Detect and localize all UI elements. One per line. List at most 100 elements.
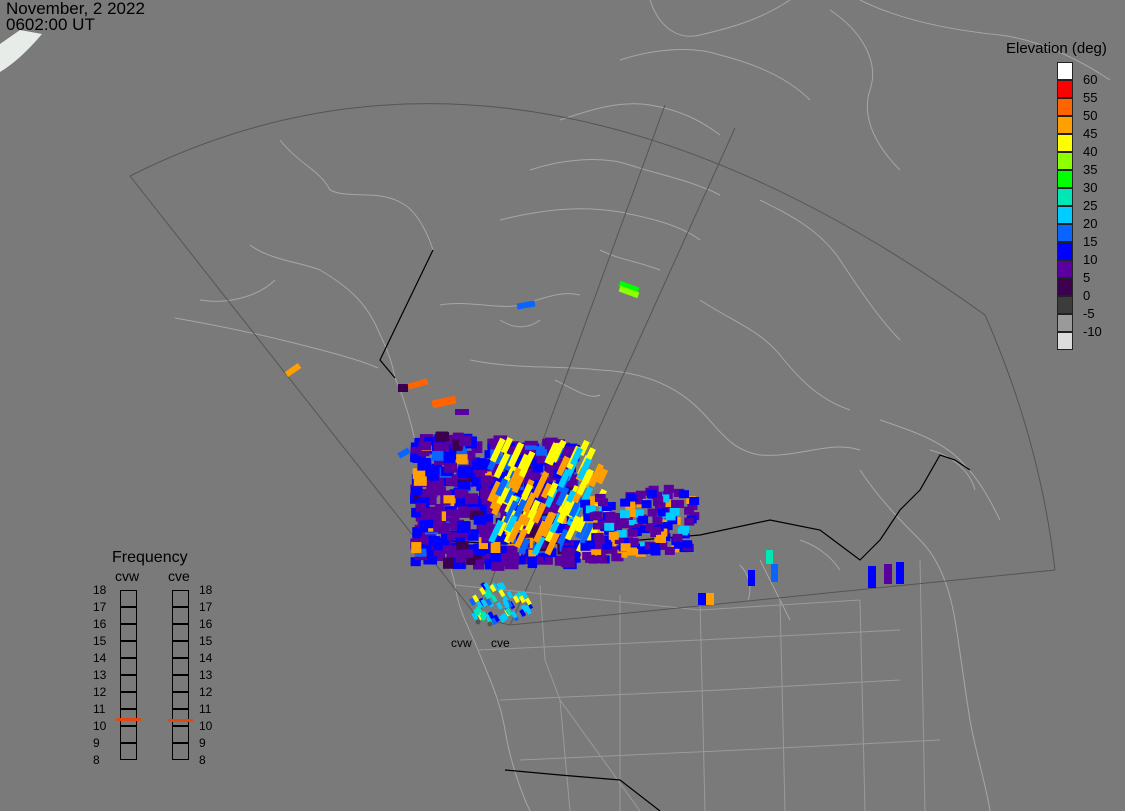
legend-swatch: [1057, 242, 1073, 260]
echo-cell: [652, 516, 663, 525]
echo-cell: [682, 540, 693, 549]
echo-cell: [524, 503, 537, 513]
site-marker-cve: [487, 621, 493, 627]
echo-cell: [457, 481, 471, 491]
echo-cell: [473, 516, 487, 525]
site-marker-cvw: [475, 619, 481, 625]
echo-cell: [492, 456, 505, 468]
echo-cell: [657, 528, 668, 537]
echo-cell: [532, 475, 548, 499]
echo-cell: [446, 509, 459, 522]
echo-cell: [544, 532, 560, 556]
echo-cell: [533, 516, 547, 528]
freq-level-label: 12: [199, 685, 213, 699]
echo-cell: [419, 489, 433, 500]
echo-cell: [490, 617, 498, 626]
echo-cell: [507, 518, 523, 544]
echo-cell: [608, 531, 619, 540]
echo-cell: [602, 541, 613, 550]
freq-level-label: 10: [93, 719, 107, 733]
echo-cell: [706, 593, 714, 605]
freq-cell: [120, 675, 137, 692]
echo-cell: [544, 437, 558, 450]
echo-cell: [662, 522, 673, 531]
legend-swatch: [1057, 206, 1073, 224]
echo-cell: [490, 594, 498, 603]
echo-cell: [673, 488, 684, 497]
legend-swatch: [1057, 152, 1073, 170]
echo-cell: [483, 582, 491, 591]
echo-cell: [896, 562, 904, 584]
echo-cell: [607, 545, 618, 554]
echo-cell: [520, 472, 535, 483]
echo-cell: [648, 485, 659, 494]
echo-cell: [514, 528, 528, 549]
echo-cell: [533, 494, 545, 505]
echo-cell: [464, 450, 476, 460]
echo-cell: [671, 499, 682, 508]
echo-cell: [457, 521, 471, 533]
echo-cell: [410, 446, 424, 456]
echo-cell: [641, 500, 652, 509]
echo-cell: [538, 477, 553, 488]
echo-cell: [476, 600, 483, 609]
echo-cell: [435, 431, 448, 442]
echo-cell: [452, 439, 463, 451]
echo-cell: [669, 507, 680, 516]
echo-cell: [507, 467, 522, 489]
echo-cell: [433, 482, 444, 491]
echo-cell: [493, 459, 507, 479]
echo-cell: [467, 529, 479, 541]
echo-cell: [541, 501, 556, 514]
echo-cell: [620, 543, 631, 552]
echo-cell: [678, 490, 689, 499]
legend-swatch: [1057, 260, 1073, 278]
echo-cell: [549, 458, 564, 467]
freq-level-label: 9: [199, 736, 206, 750]
echo-cell: [489, 437, 506, 463]
legend-label: 45: [1083, 126, 1098, 141]
echo-cell: [415, 503, 426, 512]
echo-cell: [414, 492, 425, 501]
echo-cell: [511, 475, 525, 494]
echo-cell: [500, 436, 514, 454]
freq-level-label: 8: [93, 753, 100, 767]
site-label-cvw: cvw: [451, 636, 472, 650]
echo-cell: [684, 517, 695, 526]
echo-cell: [597, 498, 608, 507]
echo-cell: [552, 534, 565, 543]
echo-cell: [689, 496, 700, 505]
echo-cell: [536, 551, 546, 562]
echo-cell: [545, 464, 556, 474]
echo-cell: [480, 488, 494, 501]
legend-label: 50: [1083, 108, 1098, 123]
echo-cell: [490, 438, 502, 450]
echo-cell: [652, 491, 663, 500]
echo-cell: [633, 509, 644, 518]
echo-cell: [496, 582, 504, 591]
echo-cell: [551, 494, 563, 505]
freq-col-label-cvw: cvw: [115, 568, 140, 584]
echo-cell: [397, 447, 411, 459]
echo-cell: [428, 535, 438, 547]
freq-level-label: 18: [199, 583, 213, 597]
echo-cell: [487, 611, 495, 620]
echo-cell: [417, 447, 430, 457]
echo-cell: [638, 546, 649, 555]
freq-cell: [172, 726, 189, 743]
echo-cell: [599, 545, 610, 554]
echo-cell: [559, 521, 572, 532]
freq-cell: [120, 726, 137, 743]
echo-cell: [625, 500, 636, 509]
echo-cell: [472, 594, 480, 603]
echo-cell: [540, 482, 553, 499]
echo-cell: [520, 604, 528, 613]
echo-cell: [583, 513, 594, 522]
echo-cell: [473, 504, 487, 516]
legend-label: -10: [1083, 324, 1102, 339]
echo-cell: [639, 525, 650, 534]
echo-cell: [596, 555, 607, 564]
echo-cell: [557, 468, 571, 489]
echo-cell: [495, 556, 507, 567]
echo-cell: [504, 558, 519, 570]
